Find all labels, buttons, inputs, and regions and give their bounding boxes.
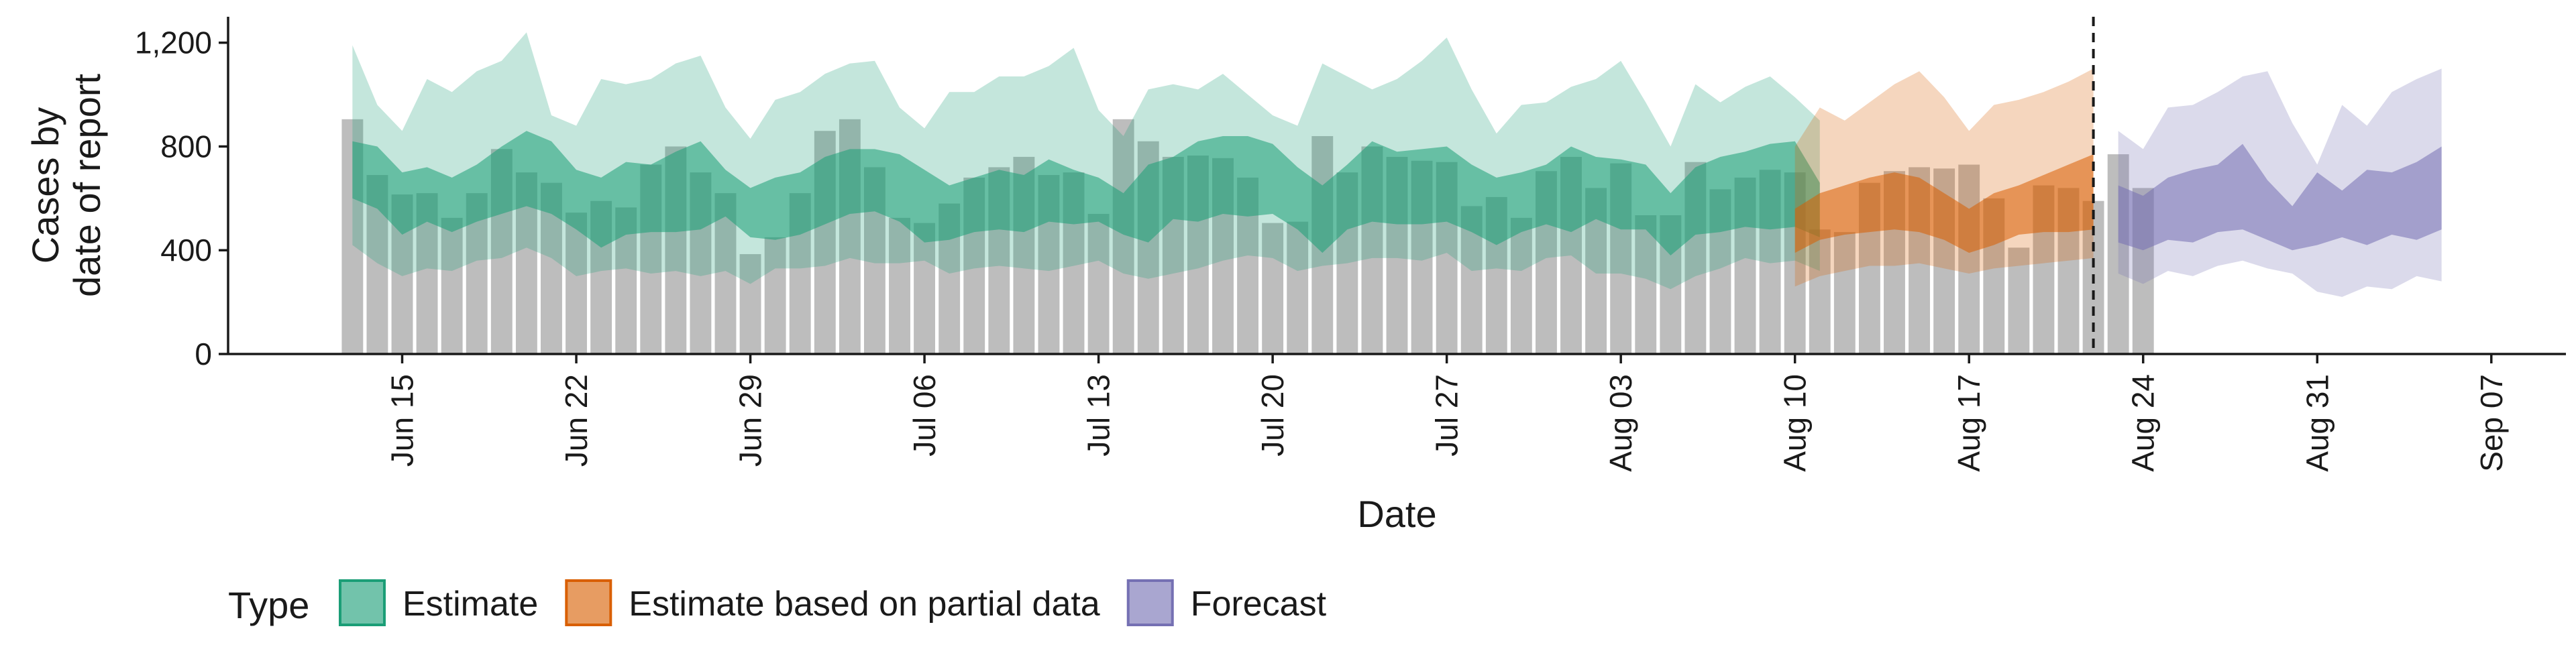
reported-cases-bar — [914, 223, 936, 354]
estimate-bands — [352, 32, 2442, 297]
reported-cases-bar — [1262, 223, 1284, 354]
x-tick-label: Aug 24 — [2126, 374, 2161, 472]
legend-swatch — [565, 579, 612, 626]
y-tick-label: 400 — [160, 233, 212, 268]
y-tick-label: 800 — [160, 129, 212, 164]
axes: 0 400 800 1,200 Jun 15 Jun 22 Jun 29 Jul 06 Jul … — [135, 17, 2566, 472]
legend-label: Estimate — [402, 585, 538, 624]
reported-cases-bar — [1287, 221, 1309, 354]
y-tick-label: 1,200 — [135, 25, 212, 60]
legend-label: Forecast — [1191, 585, 1327, 624]
x-tick-label: Aug 10 — [1778, 374, 1813, 472]
x-tick-label: Jul 13 — [1081, 374, 1116, 457]
forecast-inner-band — [2118, 143, 2442, 251]
legend-swatch — [1126, 579, 1174, 626]
estimate-inner-band — [352, 131, 1820, 255]
x-tick-label: Sep 07 — [2474, 374, 2509, 472]
reported-cases-bar — [1635, 215, 1657, 354]
y-axis-title-line: date of report — [66, 74, 108, 298]
reported-cases-bar — [1833, 232, 1856, 354]
legend-label: Estimate based on partial data — [629, 585, 1100, 624]
reported-cases-bar — [566, 213, 587, 354]
reported-cases-bar — [739, 254, 761, 354]
x-axis-title: Date — [1357, 493, 1436, 535]
y-axis-title-line: Cases by — [24, 107, 66, 263]
x-tick-label: Aug 31 — [2300, 374, 2334, 472]
x-tick-label: Jun 29 — [733, 374, 768, 467]
legend-title: Type — [228, 584, 309, 626]
reported-cases-bar — [2008, 247, 2030, 354]
x-tick-label: Jun 15 — [385, 374, 420, 467]
x-tick-label: Jul 27 — [1430, 374, 1464, 457]
reported-cases-bar — [441, 217, 463, 354]
x-tick-label: Aug 17 — [1951, 374, 1986, 472]
x-tick-label: Jul 06 — [907, 374, 942, 457]
legend-swatch — [339, 579, 386, 626]
reported-cases-bar — [764, 237, 786, 354]
x-tick-label: Jul 20 — [1255, 374, 1290, 457]
y-axis-title: Cases bydate of report — [24, 74, 108, 298]
estimate-outer-band — [352, 32, 1820, 290]
reported-cases-bar — [1087, 214, 1110, 354]
y-tick-label: 0 — [195, 337, 212, 371]
reported-cases-bar — [1809, 229, 1831, 354]
reported-cases-bar — [889, 217, 910, 354]
x-tick-label: Jun 22 — [559, 374, 594, 467]
reported-cases-bar — [1510, 217, 1532, 354]
legend: Type Estimate Estimate based on partial d… — [228, 579, 1327, 626]
x-tick-label: Aug 03 — [1603, 374, 1638, 472]
reported-cases-bar — [1958, 164, 1980, 355]
estimate-based-on-partial-data-inner-band — [1794, 154, 2094, 253]
